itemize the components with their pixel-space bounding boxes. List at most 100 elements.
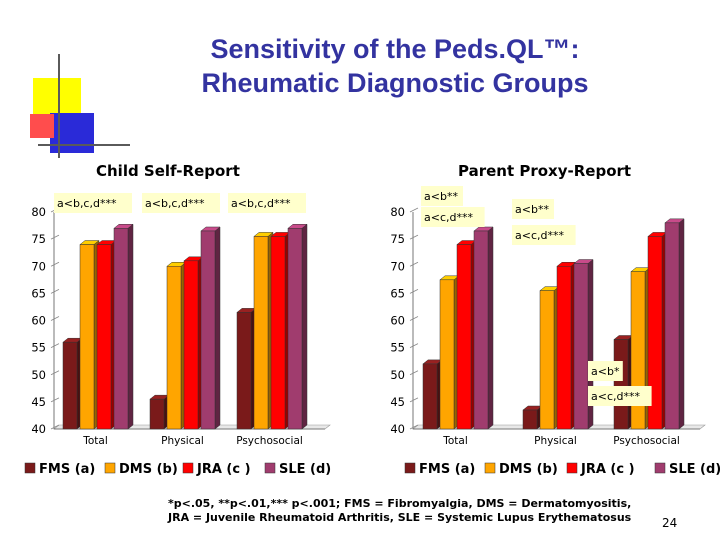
y-tick-mark xyxy=(50,343,60,348)
bar-side xyxy=(301,223,308,430)
bar xyxy=(96,244,112,430)
bar xyxy=(664,222,680,430)
legend-swatch xyxy=(566,462,578,474)
y-tick-mark xyxy=(409,261,419,267)
x-tick-label: Physical xyxy=(534,435,577,447)
y-tick-label: 65 xyxy=(390,286,405,300)
bar-side xyxy=(678,218,685,430)
y-tick-label: 40 xyxy=(31,422,46,436)
y-tick-label: 45 xyxy=(390,395,405,409)
bar xyxy=(613,339,629,430)
y-tick-label: 60 xyxy=(31,314,46,328)
slide-title: Sensitivity of the Peds.QL™: Rheumatic D… xyxy=(130,32,660,100)
deco-red-square xyxy=(30,114,54,138)
deco-vertical-line xyxy=(58,54,60,158)
x-tick-label: Psychosocial xyxy=(236,435,303,447)
annotation-text: a<c,d*** xyxy=(424,211,473,224)
bar xyxy=(573,263,589,430)
bar xyxy=(183,260,199,430)
bar xyxy=(149,398,165,430)
bar xyxy=(439,279,455,430)
bar xyxy=(473,230,489,430)
y-tick-label: 65 xyxy=(31,286,46,300)
annotation-text: a<c,d*** xyxy=(591,390,640,403)
footnote-line-2: JRA = Juvenile Rheumatoid Arthritis, SLE… xyxy=(168,511,632,524)
legend-label: SLE (d) xyxy=(669,462,720,477)
annotation-text: a<b* xyxy=(591,365,620,378)
legend-label: JRA (c ) xyxy=(196,462,251,477)
y-tick-label: 80 xyxy=(390,205,405,219)
y-tick-label: 70 xyxy=(390,259,405,273)
annotation-text: a<b,c,d*** xyxy=(57,197,117,210)
bar-side xyxy=(127,223,134,430)
annotation-box xyxy=(512,225,576,245)
chart-title-child: Child Self-Report xyxy=(96,162,240,180)
chart-child: 40 45 50 55 60 65 70 75 80 Total Physical Psychosoc… xyxy=(24,193,331,477)
x-tick-label: Total xyxy=(442,435,468,447)
y-tick-mark xyxy=(409,397,419,403)
annotation-box xyxy=(421,207,485,227)
bar xyxy=(539,290,555,430)
y-tick-label: 70 xyxy=(31,259,46,273)
legend-swatch xyxy=(264,462,276,474)
y-tick-label: 75 xyxy=(390,232,405,246)
bar xyxy=(79,244,95,430)
legend-label: SLE (d) xyxy=(279,462,331,477)
y-tick-mark xyxy=(50,234,60,240)
y-tick-label: 80 xyxy=(31,205,46,219)
y-tick-mark xyxy=(50,370,60,376)
legend-label: JRA (c ) xyxy=(580,462,635,477)
bar xyxy=(556,266,572,430)
annotation-box xyxy=(588,361,623,381)
bar xyxy=(200,230,216,430)
y-tick-label: 40 xyxy=(390,422,405,436)
x-tick-label: Psychosocial xyxy=(613,435,680,447)
y-tick-mark xyxy=(50,424,60,430)
y-tick-mark xyxy=(409,370,419,376)
bar xyxy=(456,244,472,430)
legend-swatch xyxy=(484,462,496,474)
legend-swatch xyxy=(404,462,416,474)
y-tick-mark xyxy=(409,316,419,321)
legend-label: FMS (a) xyxy=(39,462,95,477)
chart-title-parent: Parent Proxy-Report xyxy=(458,162,632,180)
y-tick-mark xyxy=(409,289,419,294)
slide-title-line-2: Rheumatic Diagnostic Groups xyxy=(201,68,589,98)
annotation-text: a<b,c,d*** xyxy=(145,197,205,210)
bar xyxy=(236,312,252,430)
y-tick-mark xyxy=(50,289,60,294)
annotation-box xyxy=(54,193,132,213)
y-tick-mark xyxy=(50,316,60,321)
legend-swatch xyxy=(104,462,116,474)
y-tick-label: 60 xyxy=(390,314,405,328)
annotation-box xyxy=(588,386,652,406)
y-tick-label: 45 xyxy=(31,395,46,409)
legend-swatch xyxy=(182,462,194,474)
annotation-box xyxy=(228,193,306,213)
annotation-text: a<c,d*** xyxy=(515,229,564,242)
y-tick-mark xyxy=(409,207,419,213)
bar xyxy=(270,236,286,430)
bar-side xyxy=(214,226,221,430)
annotation-box xyxy=(421,186,463,206)
y-tick-label: 50 xyxy=(390,368,405,382)
legend-swatch xyxy=(654,462,666,474)
annotation-text: a<b,c,d*** xyxy=(231,197,291,210)
legend-swatch xyxy=(24,462,36,474)
bar xyxy=(62,341,78,430)
legend-label: FMS (a) xyxy=(419,462,475,477)
deco-blue-square xyxy=(50,113,94,153)
bar xyxy=(647,236,663,430)
y-tick-label: 75 xyxy=(31,232,46,246)
x-tick-label: Total xyxy=(82,435,108,447)
bar xyxy=(287,228,303,430)
y-tick-mark xyxy=(409,424,419,430)
annotation-box xyxy=(512,199,554,219)
annotation-text: a<b** xyxy=(424,190,458,203)
bar-side xyxy=(487,226,494,430)
slide-title-line-1: Sensitivity of the Peds.QL™: xyxy=(210,34,580,64)
annotation-box xyxy=(142,193,220,213)
deco-horizontal-line xyxy=(38,144,130,146)
annotation-text: a<b** xyxy=(515,203,549,216)
